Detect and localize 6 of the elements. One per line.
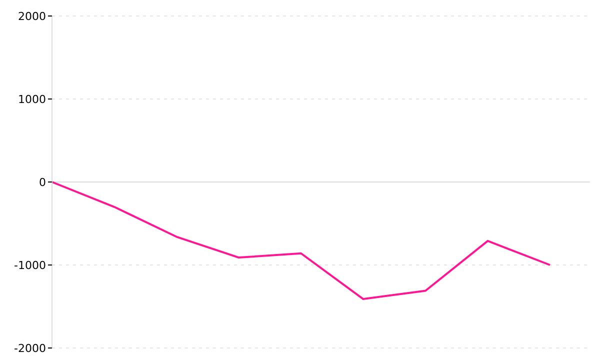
y-tick-label: -2000 (14, 342, 46, 355)
line-series (51, 181, 551, 300)
y-tick-label: 2000 (18, 10, 46, 23)
y-tick-label: -1000 (14, 258, 46, 272)
y-tick-label: 0 (39, 176, 46, 189)
y-tick-label: 1000 (18, 92, 46, 106)
